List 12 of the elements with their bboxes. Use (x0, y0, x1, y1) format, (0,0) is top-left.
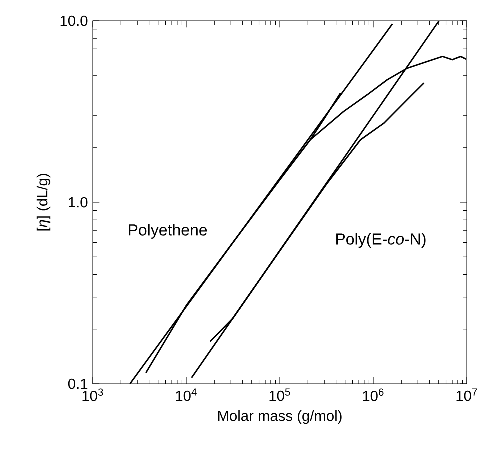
x-tick-label: 10$^{5}$ (270, 388, 290, 402)
x-tick-label: 10$^{4}$ (176, 388, 197, 402)
y-tick-label: 10.0 (60, 16, 88, 26)
x-axis-title: Molar mass (g/mol) (218, 410, 342, 424)
y-axis-title: [η] (dL/g) (36, 174, 51, 231)
annotation: Polyethene (129, 224, 208, 240)
annotation: Poly(E-co-N) (336, 233, 426, 248)
x-tick-label: 10$^{3}$ (82, 388, 104, 402)
x-tick-label: 10$^{7}$ (456, 388, 478, 402)
x-tick-label: 10$^{6}$ (363, 388, 384, 402)
y-tick-label: 0.1 (68, 378, 88, 390)
y-tick-label: 1.0 (69, 197, 88, 208)
